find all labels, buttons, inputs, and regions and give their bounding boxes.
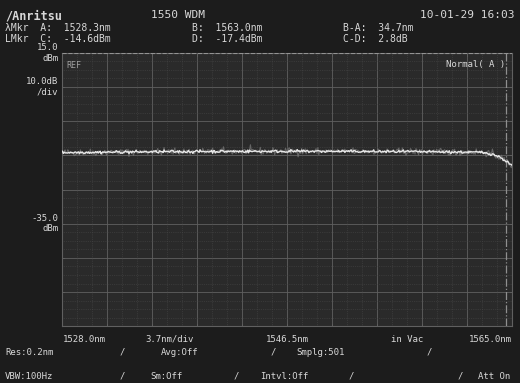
Text: B:  1563.0nm: B: 1563.0nm xyxy=(192,23,263,33)
Text: /: / xyxy=(120,372,125,380)
Text: C-D:  2.8dB: C-D: 2.8dB xyxy=(343,34,408,44)
Text: D:  -17.4dBm: D: -17.4dBm xyxy=(192,34,263,44)
Text: REF: REF xyxy=(66,61,81,69)
Text: LMkr  C:  -14.6dBm: LMkr C: -14.6dBm xyxy=(5,34,111,44)
Text: 1546.5nm: 1546.5nm xyxy=(266,335,309,344)
Text: 15.0
dBm: 15.0 dBm xyxy=(37,43,58,62)
Text: λMkr  A:  1528.3nm: λMkr A: 1528.3nm xyxy=(5,23,111,33)
Text: /: / xyxy=(120,348,125,357)
Text: VBW:100Hz: VBW:100Hz xyxy=(5,372,54,380)
Text: 10-01-29 16:03: 10-01-29 16:03 xyxy=(420,10,515,20)
Text: Res:0.2nm: Res:0.2nm xyxy=(5,348,54,357)
Text: /: / xyxy=(348,372,354,380)
Text: /: / xyxy=(426,348,432,357)
Text: 1550 WDM: 1550 WDM xyxy=(151,10,205,20)
Text: 1565.0nm: 1565.0nm xyxy=(469,335,512,344)
Text: 3.7nm/div: 3.7nm/div xyxy=(146,335,194,344)
Text: Intvl:Off: Intvl:Off xyxy=(260,372,308,380)
Text: Normal( A ): Normal( A ) xyxy=(446,60,505,69)
Text: /: / xyxy=(458,372,463,380)
Text: 10.0dB
/div: 10.0dB /div xyxy=(26,77,58,97)
Text: Att On: Att On xyxy=(478,372,511,380)
Text: /: / xyxy=(234,372,239,380)
Text: -35.0
dBm: -35.0 dBm xyxy=(31,214,58,234)
Text: /Anritsu: /Anritsu xyxy=(5,10,62,23)
Text: B-A:  34.7nm: B-A: 34.7nm xyxy=(343,23,414,33)
Text: Sm:Off: Sm:Off xyxy=(151,372,183,380)
Text: 1528.0nm: 1528.0nm xyxy=(62,335,106,344)
Text: in Vac: in Vac xyxy=(391,335,423,344)
Text: /: / xyxy=(270,348,276,357)
Text: Avg:Off: Avg:Off xyxy=(161,348,199,357)
Text: Smplg:501: Smplg:501 xyxy=(296,348,345,357)
